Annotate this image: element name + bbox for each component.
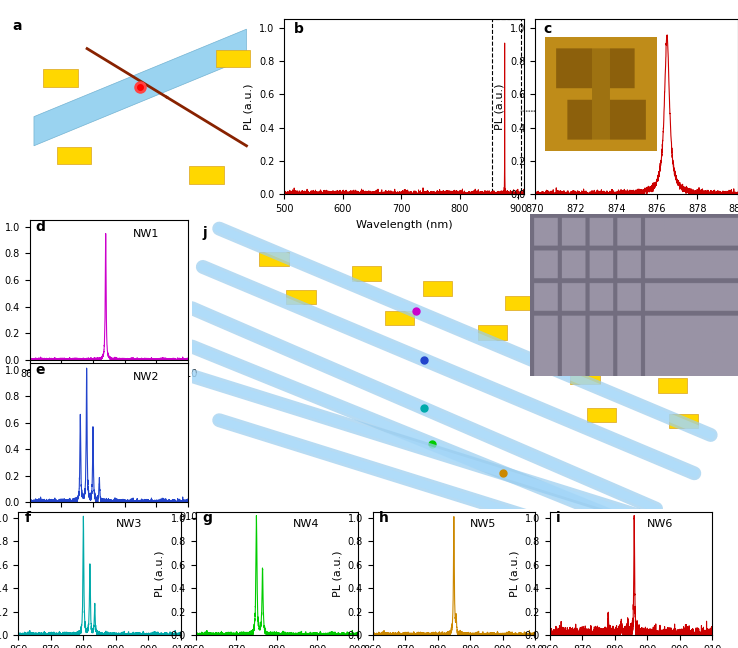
FancyBboxPatch shape xyxy=(477,325,507,340)
X-axis label: Wavelength (nm): Wavelength (nm) xyxy=(61,527,157,537)
X-axis label: Wavelength (nm): Wavelength (nm) xyxy=(61,385,157,395)
Text: c: c xyxy=(543,23,551,36)
Text: e: e xyxy=(36,363,45,377)
Text: j: j xyxy=(203,226,207,240)
Y-axis label: PL (a.u.): PL (a.u.) xyxy=(155,550,165,597)
Text: NW6: NW6 xyxy=(647,518,674,529)
FancyBboxPatch shape xyxy=(587,310,616,325)
Text: a: a xyxy=(13,19,22,34)
Polygon shape xyxy=(34,29,246,146)
Text: NW4: NW4 xyxy=(293,518,320,529)
FancyBboxPatch shape xyxy=(658,378,687,393)
FancyBboxPatch shape xyxy=(57,146,91,164)
Text: NW1: NW1 xyxy=(133,229,159,239)
FancyBboxPatch shape xyxy=(286,290,316,305)
FancyBboxPatch shape xyxy=(587,408,616,422)
Text: NW3: NW3 xyxy=(116,518,142,529)
X-axis label: Wavelength (nm): Wavelength (nm) xyxy=(356,220,452,229)
FancyBboxPatch shape xyxy=(548,340,578,354)
Text: d: d xyxy=(36,220,46,235)
Text: h: h xyxy=(379,511,389,525)
FancyBboxPatch shape xyxy=(190,166,224,184)
FancyBboxPatch shape xyxy=(216,49,250,67)
Y-axis label: PL (a.u.): PL (a.u.) xyxy=(332,550,342,597)
Y-axis label: PL (a.u.): PL (a.u.) xyxy=(244,84,253,130)
Text: NW5: NW5 xyxy=(470,518,497,529)
Y-axis label: PL (a.u.): PL (a.u.) xyxy=(509,550,519,597)
FancyBboxPatch shape xyxy=(505,295,534,310)
Text: f: f xyxy=(25,511,31,525)
Text: NW2: NW2 xyxy=(133,371,159,382)
FancyBboxPatch shape xyxy=(570,369,600,384)
Text: b: b xyxy=(294,23,303,36)
FancyBboxPatch shape xyxy=(669,413,698,428)
Text: g: g xyxy=(202,511,212,525)
FancyBboxPatch shape xyxy=(259,251,289,266)
FancyBboxPatch shape xyxy=(641,331,671,345)
Text: i: i xyxy=(556,511,561,525)
FancyBboxPatch shape xyxy=(44,69,77,86)
X-axis label: Wavelength (nm): Wavelength (nm) xyxy=(588,220,685,229)
Y-axis label: PL (a.u.): PL (a.u.) xyxy=(494,84,504,130)
Bar xyxy=(492,19,521,198)
FancyBboxPatch shape xyxy=(384,310,414,325)
FancyBboxPatch shape xyxy=(423,281,452,295)
FancyBboxPatch shape xyxy=(352,266,382,281)
